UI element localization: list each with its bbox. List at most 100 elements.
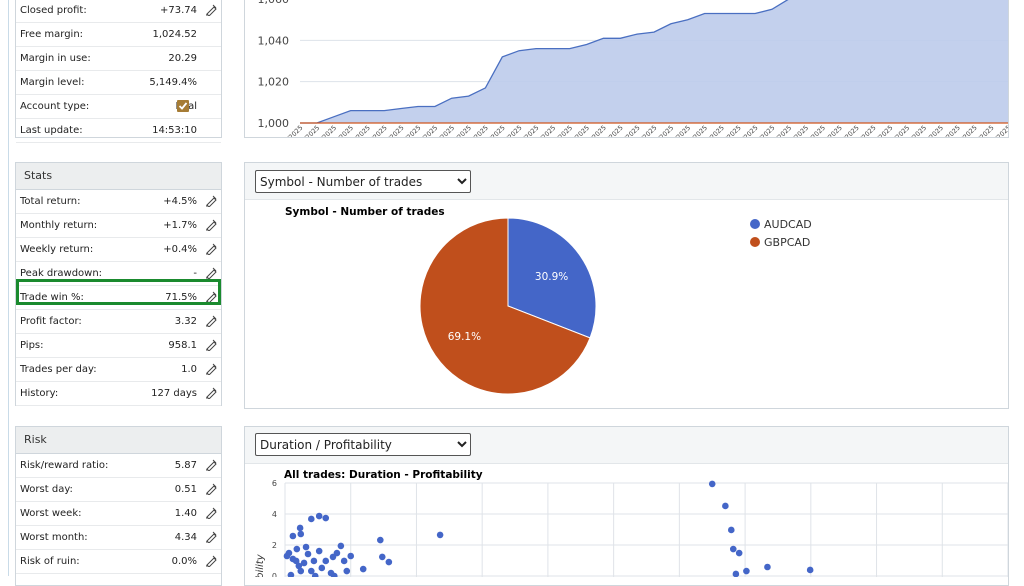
- scatter-point: [347, 552, 355, 560]
- chart-title: All trades: Duration - Profitability: [284, 469, 483, 481]
- edit-icon[interactable]: [205, 315, 217, 327]
- icon-shape: [206, 509, 217, 519]
- checkbox: [177, 100, 189, 112]
- edit-icon[interactable]: [205, 531, 217, 543]
- icon-shape: [206, 461, 217, 471]
- stat-value: 3.32: [174, 316, 197, 327]
- icon-shape: [206, 389, 217, 399]
- edit-icon[interactable]: [205, 483, 217, 495]
- scatter-point: [318, 564, 326, 572]
- stat-value: 5,149.4%: [149, 77, 197, 88]
- stat-value: 20.29: [168, 53, 197, 64]
- stat-label: Total return:: [20, 196, 81, 207]
- scatter-point: [377, 536, 384, 544]
- edit-icon[interactable]: [205, 243, 217, 255]
- stat-row: Account type: Real: [16, 95, 221, 119]
- stat-label: Trade win %:: [20, 292, 84, 303]
- stat-row: Weekly return: +0.4%: [16, 238, 221, 262]
- icon-shape: [206, 557, 217, 567]
- scatter-point: [287, 571, 295, 577]
- scatter-point: [337, 542, 345, 550]
- y-axis-label: Profitability: [255, 553, 266, 577]
- stat-row: Trades per day: 1.0: [16, 358, 221, 382]
- scatter-point: [307, 567, 315, 575]
- edit-icon[interactable]: [205, 363, 217, 375]
- edit-icon[interactable]: [205, 387, 217, 399]
- edit-icon[interactable]: [205, 195, 217, 207]
- scatter-point: [378, 553, 386, 561]
- icon-shape: [206, 341, 217, 351]
- icon-shape: [212, 507, 217, 512]
- stat-value: 127 days: [151, 388, 197, 399]
- stat-label: Monthly return:: [20, 220, 98, 231]
- icon-shape: [206, 6, 217, 16]
- pie-slice: [507, 217, 597, 339]
- y-tick-label: 1,000: [258, 117, 290, 130]
- icon-shape: [212, 267, 217, 272]
- edit-icon[interactable]: [205, 555, 217, 567]
- y-tick-label: 6: [272, 479, 277, 488]
- scatter-chart: All trades: Duration - Profitability 0 2 4 6…: [255, 469, 1008, 577]
- stat-row: Worst week: 1.40: [16, 502, 221, 526]
- stat-value: 71.5%: [165, 292, 197, 303]
- stat-label: Peak drawdown:: [20, 268, 103, 279]
- stat-row: Profit factor: 3.32: [16, 310, 221, 334]
- chart-selector[interactable]: Duration / Profitability: [255, 433, 471, 456]
- line: [300, 0, 789, 124]
- scatter-panel: Duration / Profitability All trades: Dur…: [244, 426, 1009, 586]
- icon-shape: [212, 363, 217, 368]
- edit-icon[interactable]: [205, 4, 217, 16]
- icon-shape: [212, 555, 217, 560]
- icon-shape: [206, 365, 217, 375]
- y-tick-label: 1,060: [258, 0, 290, 6]
- stat-label: Account type:: [20, 101, 90, 112]
- y-tick-label: 0: [272, 572, 277, 577]
- icon-shape: [206, 485, 217, 495]
- legend-marker: [750, 219, 760, 229]
- stat-value: 14:53:10: [152, 125, 197, 136]
- icon-shape: [212, 195, 217, 200]
- stat-row: Margin in use: 20.29: [16, 47, 221, 71]
- scatter-point: [806, 566, 814, 574]
- risk-panel: Risk Risk/reward ratio: 5.87 Worst day: 0.51…: [15, 426, 222, 586]
- scatter-point: [727, 526, 735, 534]
- equity-panel: 1,0001,0201,0401,0604/8/20254/11/20254/1…: [244, 0, 1009, 138]
- panel-title: Stats: [16, 163, 221, 190]
- edit-icon[interactable]: [205, 339, 217, 351]
- pie-slice: [419, 217, 591, 395]
- stat-value: 0.51: [174, 484, 197, 495]
- scatter-point: [732, 570, 740, 577]
- stat-row: Closed profit: +73.74: [16, 0, 221, 23]
- icon-shape: [212, 4, 217, 9]
- stat-row: Margin level: 5,149.4%: [16, 71, 221, 95]
- scatter-point: [310, 557, 318, 565]
- scatter-point: [295, 562, 303, 570]
- scatter-point: [343, 567, 351, 575]
- scatter-point: [329, 553, 337, 561]
- edit-icon[interactable]: [205, 507, 217, 519]
- scatter-point: [764, 563, 771, 571]
- stat-value: Real: [175, 95, 197, 118]
- stat-value: 1,024.52: [152, 29, 197, 40]
- edit-icon[interactable]: [205, 219, 217, 231]
- icon-shape: [206, 533, 217, 543]
- edit-icon[interactable]: [205, 267, 217, 279]
- edit-icon[interactable]: [205, 459, 217, 471]
- stat-label: Worst week:: [20, 508, 82, 519]
- stat-row: Monthly return: +1.7%: [16, 214, 221, 238]
- legend-marker: [750, 237, 760, 247]
- stat-row: Last update: 14:53:10: [16, 119, 221, 143]
- scatter-point: [340, 557, 348, 565]
- icon-shape: [212, 531, 217, 536]
- y-tick-label: 4: [272, 510, 277, 519]
- stat-row: Pips: 958.1: [16, 334, 221, 358]
- stat-value: +1.7%: [163, 220, 197, 231]
- equity-chart: 1,0001,0201,0401,0604/8/20254/11/20254/1…: [258, 0, 1008, 137]
- y-tick-label: 2: [272, 541, 277, 550]
- scatter-point: [322, 557, 330, 565]
- chart-selector[interactable]: Symbol - Number of trades: [255, 170, 471, 193]
- y-tick-label: 1,020: [258, 76, 290, 89]
- stat-row: Risk/reward ratio: 5.87: [16, 454, 221, 478]
- scatter-point: [735, 549, 743, 557]
